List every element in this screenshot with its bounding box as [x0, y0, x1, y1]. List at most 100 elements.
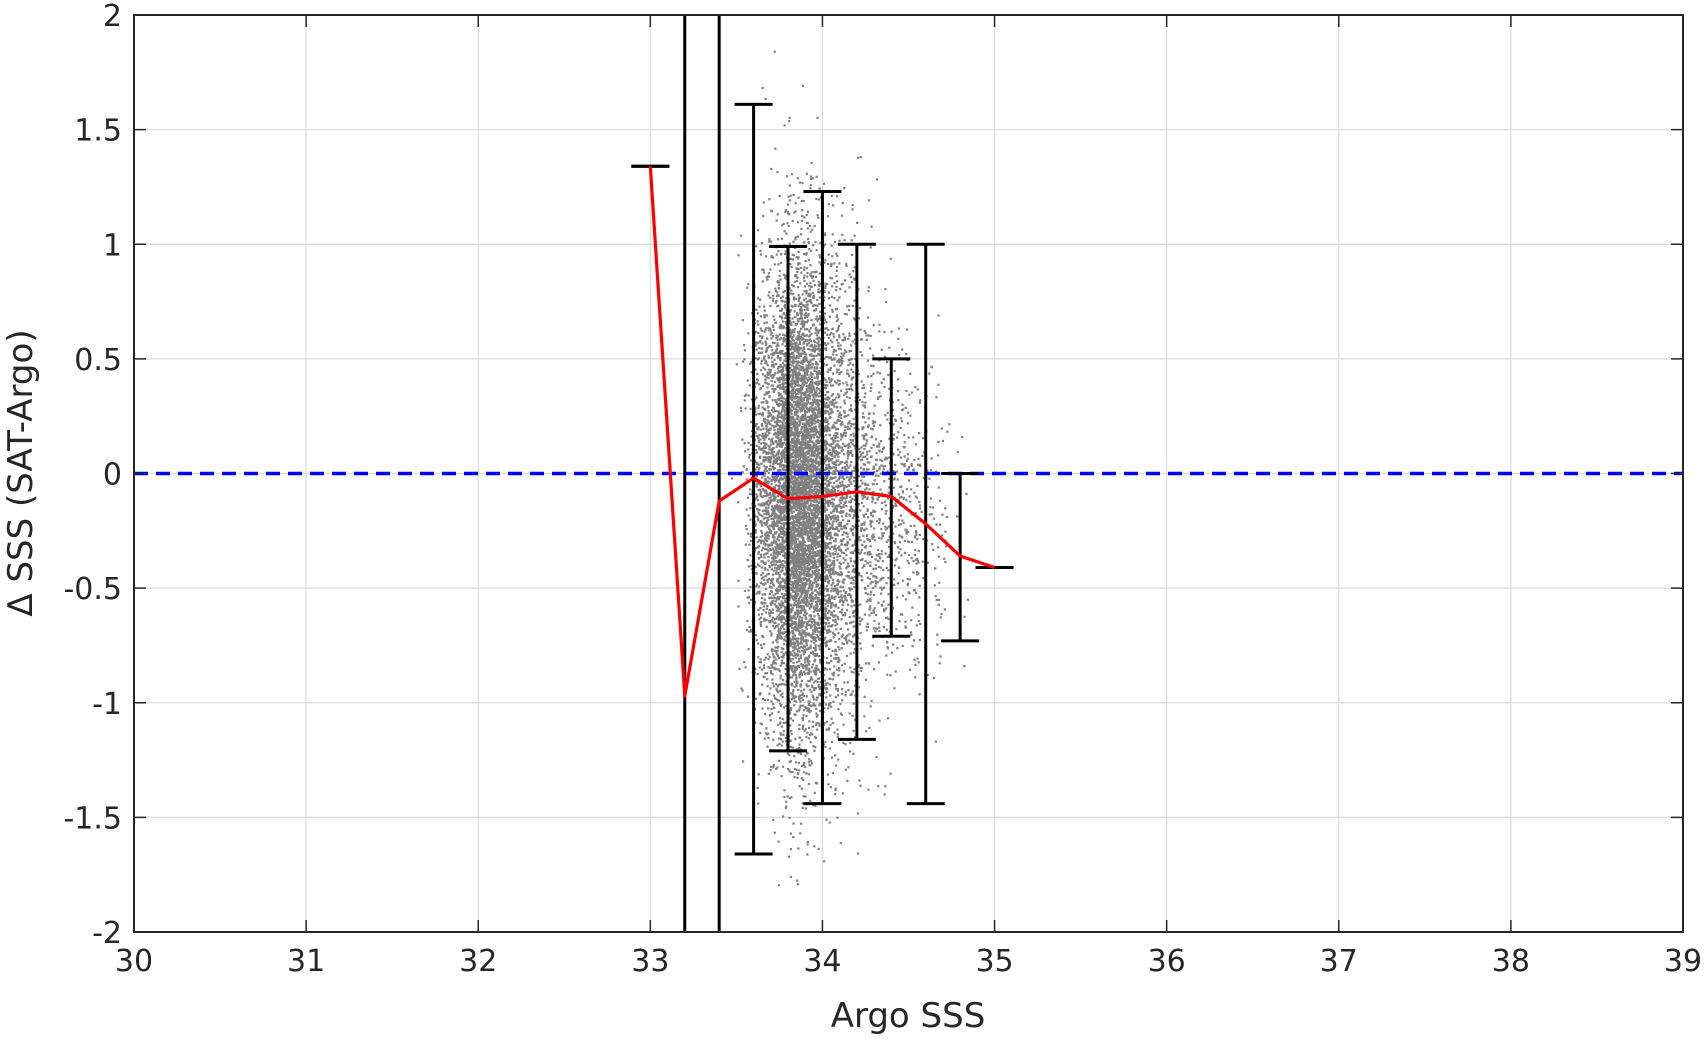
scatter-point [777, 451, 780, 454]
scatter-point [825, 404, 829, 407]
scatter-point [816, 591, 819, 594]
scatter-point [797, 373, 801, 377]
scatter-point [799, 499, 802, 502]
scatter-point [836, 453, 839, 456]
scatter-point [830, 563, 833, 566]
scatter-point [813, 376, 816, 379]
scatter-point [813, 573, 816, 576]
scatter-point [789, 641, 793, 644]
scatter-point [782, 424, 785, 427]
scatter-point [779, 636, 783, 639]
scatter-point [809, 264, 812, 267]
scatter-point [793, 428, 797, 431]
scatter-point [811, 650, 815, 653]
scatter-point [817, 415, 820, 418]
scatter-point [778, 459, 781, 462]
scatter-point [776, 596, 779, 599]
scatter-point [795, 590, 798, 593]
scatter-point [795, 640, 798, 643]
scatter-point [785, 664, 788, 667]
scatter-point [799, 448, 802, 451]
scatter-point [777, 614, 780, 617]
scatter-point [783, 546, 786, 549]
scatter-point [757, 802, 760, 805]
scatter-point [776, 428, 779, 431]
scatter-point [775, 652, 778, 655]
scatter-point [801, 577, 804, 580]
scatter-point [779, 612, 782, 615]
scatter-point [804, 429, 808, 432]
scatter-point [770, 712, 774, 715]
scatter-point [785, 297, 788, 300]
scatter-point [790, 506, 793, 509]
scatter-point [790, 289, 793, 292]
scatter-point [814, 667, 817, 670]
scatter-point [834, 544, 837, 547]
scatter-point [778, 633, 781, 636]
scatter-point [785, 623, 788, 626]
scatter-point [762, 540, 766, 543]
scatter-point [788, 391, 791, 394]
scatter-point [767, 772, 770, 775]
scatter-point [801, 413, 804, 416]
scatter-point [778, 420, 781, 423]
scatter-point [818, 654, 821, 658]
scatter-point [806, 639, 810, 642]
scatter-point [794, 590, 797, 593]
scatter-point [815, 500, 819, 503]
scatter-point [794, 370, 797, 373]
scatter-point [804, 533, 807, 536]
scatter-point [808, 550, 811, 553]
scatter-point [828, 333, 831, 336]
scatter-point [788, 586, 791, 589]
scatter-point [793, 304, 796, 307]
scatter-point [818, 609, 821, 612]
scatter-point [792, 572, 796, 576]
scatter-point [806, 275, 809, 278]
scatter-point [789, 594, 792, 597]
scatter-point [792, 455, 795, 458]
scatter-point [827, 329, 830, 332]
scatter-point [793, 296, 796, 299]
scatter-point [795, 441, 798, 444]
scatter-point [813, 451, 816, 455]
scatter-point [792, 462, 795, 465]
scatter-point [781, 366, 785, 369]
scatter-point [797, 304, 800, 307]
scatter-point [783, 531, 786, 534]
scatter-point [779, 440, 783, 443]
scatter-point [795, 443, 799, 446]
scatter-point [798, 457, 801, 461]
scatter-point [768, 448, 771, 451]
scatter-point [778, 521, 781, 524]
scatter-point [813, 284, 816, 287]
scatter-point [778, 269, 781, 273]
scatter-point [802, 458, 805, 461]
scatter-point [769, 719, 772, 722]
scatter-point [823, 707, 826, 710]
scatter-point [800, 301, 803, 304]
scatter-point [813, 369, 816, 372]
scatter-point [819, 634, 822, 637]
scatter-point [767, 531, 771, 534]
scatter-point [806, 319, 810, 322]
scatter-point [771, 673, 774, 676]
scatter-point [789, 343, 792, 346]
scatter-point [776, 385, 779, 388]
scatter-point [819, 525, 822, 528]
scatter-point [771, 650, 774, 653]
scatter-point [815, 478, 818, 481]
scatter-point [790, 390, 793, 393]
scatter-point [789, 395, 792, 398]
scatter-point [778, 274, 781, 277]
scatter-point [782, 222, 785, 226]
scatter-point [780, 616, 783, 619]
scatter-point [803, 483, 806, 486]
scatter-point [801, 629, 804, 632]
scatter-point [768, 446, 771, 449]
scatter-point [798, 673, 801, 677]
scatter-point [825, 691, 828, 694]
scatter-point [766, 745, 769, 748]
scatter-point [802, 778, 805, 782]
scatter-point [780, 733, 783, 736]
